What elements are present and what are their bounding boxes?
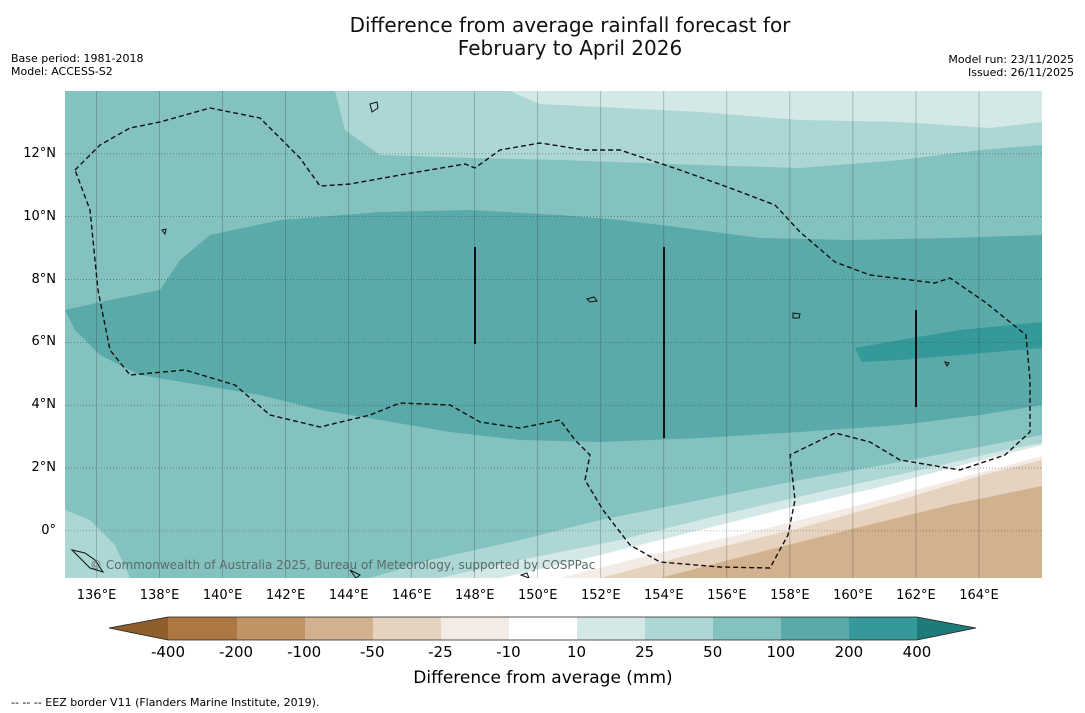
copyright-notice: © Commonwealth of Australia 2025, Bureau… xyxy=(90,558,596,572)
lon-label: 154°E xyxy=(644,588,684,603)
colorbar-tick: -25 xyxy=(428,643,453,661)
rainfall-contours xyxy=(65,91,1042,578)
lon-label: 140°E xyxy=(202,588,243,603)
colorbar-tick: 10 xyxy=(566,643,587,661)
lon-label: 148°E xyxy=(454,588,495,603)
colorbar xyxy=(108,616,977,641)
colorbar-swatch xyxy=(577,617,645,640)
colorbar-swatch xyxy=(373,617,441,640)
eez-footnote: -- -- -- EEZ border V11 (Flanders Marine… xyxy=(11,696,320,709)
lat-label: 4°N xyxy=(31,397,57,413)
lon-label: 156°E xyxy=(707,588,747,603)
colorbar-arrow-left xyxy=(109,617,168,640)
base-period: Base period: 1981-2018 xyxy=(11,52,144,65)
colorbar-tick: 200 xyxy=(834,643,864,661)
colorbar-swatch xyxy=(168,617,237,640)
lon-label: 144°E xyxy=(328,588,369,603)
meta-left: Base period: 1981-2018 Model: ACCESS-S2 xyxy=(11,52,143,78)
lon-label: 142°E xyxy=(265,588,306,603)
colorbar-tick: -400 xyxy=(150,643,186,661)
lon-label: 152°E xyxy=(581,588,621,603)
colorbar-tick: -50 xyxy=(360,643,385,661)
lon-label: 164°E xyxy=(959,588,999,603)
band-100-200 xyxy=(65,210,1042,442)
colorbar-swatch xyxy=(441,617,509,640)
lon-label: 136°E xyxy=(76,588,117,603)
bar-markers xyxy=(474,247,917,438)
colorbar-swatch xyxy=(305,617,373,640)
lon-label: 146°E xyxy=(391,588,432,603)
islands xyxy=(70,101,950,578)
latitude-gridlines xyxy=(65,153,1042,532)
band-25-50-southwest xyxy=(65,510,130,578)
lon-label: 158°E xyxy=(770,588,810,603)
colorbar-tick: -100 xyxy=(287,643,322,661)
band-200-400 xyxy=(855,322,1042,362)
colorbar-swatch xyxy=(237,617,305,640)
colorbar-swatch xyxy=(645,617,713,640)
lon-label: 150°E xyxy=(517,588,558,603)
colorbar-swatch xyxy=(509,617,577,640)
colorbar-outline xyxy=(108,616,977,641)
title-line-1: Difference from average rainfall forecas… xyxy=(349,13,791,37)
colorbar-tick: 25 xyxy=(635,643,655,661)
colorbar-tick: 50 xyxy=(703,643,723,661)
colorbar-tick: 100 xyxy=(766,643,796,661)
colorbar-arrow-right xyxy=(917,617,976,640)
lat-label: 8°N xyxy=(31,271,57,287)
lat-label: 2°N xyxy=(31,460,57,476)
lon-label: 160°E xyxy=(833,588,873,603)
colorbar-swatch xyxy=(849,617,917,640)
colorbar-tick: 400 xyxy=(902,643,932,661)
colorbar-tick: -10 xyxy=(496,643,521,661)
band-10-25-north xyxy=(510,91,1042,128)
lat-label: 6°N xyxy=(31,334,57,350)
title-line-2: February to April 2026 xyxy=(457,36,683,60)
colorbar-tick: -200 xyxy=(219,643,254,661)
model-run: Model run: 23/11/2025 xyxy=(948,53,1074,66)
lat-label: 0° xyxy=(41,522,56,538)
colorbar-label: Difference from average (mm) xyxy=(413,668,673,688)
lon-label: 138°E xyxy=(139,588,180,603)
lat-label: 10°N xyxy=(23,208,56,224)
band-neg100-neg50 xyxy=(660,486,1042,578)
lon-label: 162°E xyxy=(896,588,936,603)
issued-date: Issued: 26/11/2025 xyxy=(967,66,1074,79)
chart-title: Difference from average rainfall forecas… xyxy=(270,14,870,60)
eez-border xyxy=(74,107,1031,569)
colorbar-swatch xyxy=(713,617,781,640)
lat-label: 12°N xyxy=(23,145,56,161)
model-name: Model: ACCESS-S2 xyxy=(11,65,113,78)
meta-right: Model run: 23/11/2025 Issued: 26/11/2025 xyxy=(948,53,1074,79)
colorbar-swatch xyxy=(781,617,849,640)
